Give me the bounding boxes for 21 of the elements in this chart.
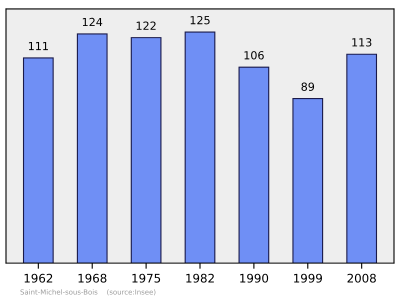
x-tick-label: 2008 xyxy=(348,274,376,283)
data-label: 124 xyxy=(82,18,102,26)
data-label: 122 xyxy=(136,22,156,30)
bar xyxy=(130,37,162,264)
bar xyxy=(22,57,54,264)
x-tick-label: 1968 xyxy=(78,274,106,283)
x-tick-label: 1975 xyxy=(132,274,160,283)
bar xyxy=(292,98,324,264)
x-tick-label: 1990 xyxy=(240,274,268,283)
bar xyxy=(184,32,216,264)
x-tick-label: 1962 xyxy=(24,274,52,283)
data-label: 89 xyxy=(301,82,314,91)
x-tick-label: 1999 xyxy=(294,274,322,283)
data-label: 111 xyxy=(28,42,48,50)
bar xyxy=(238,66,270,264)
bar xyxy=(76,33,108,264)
bar xyxy=(346,54,378,264)
data-label: 113 xyxy=(352,38,372,47)
data-label: 125 xyxy=(190,16,210,24)
x-tick-label: 1982 xyxy=(186,274,214,283)
data-label: 106 xyxy=(244,51,264,60)
